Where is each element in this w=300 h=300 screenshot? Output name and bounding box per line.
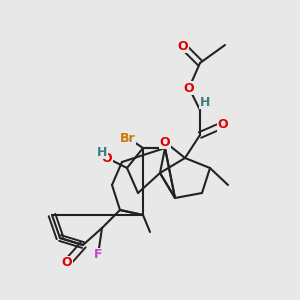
Text: Br: Br	[120, 131, 136, 145]
Text: H: H	[200, 95, 210, 109]
Text: O: O	[62, 256, 72, 269]
Text: O: O	[178, 40, 188, 52]
Text: O: O	[184, 82, 194, 94]
Text: F: F	[94, 248, 102, 262]
Text: O: O	[160, 136, 170, 148]
Text: O: O	[102, 152, 112, 164]
Text: O: O	[218, 118, 228, 131]
Text: H: H	[97, 146, 107, 158]
